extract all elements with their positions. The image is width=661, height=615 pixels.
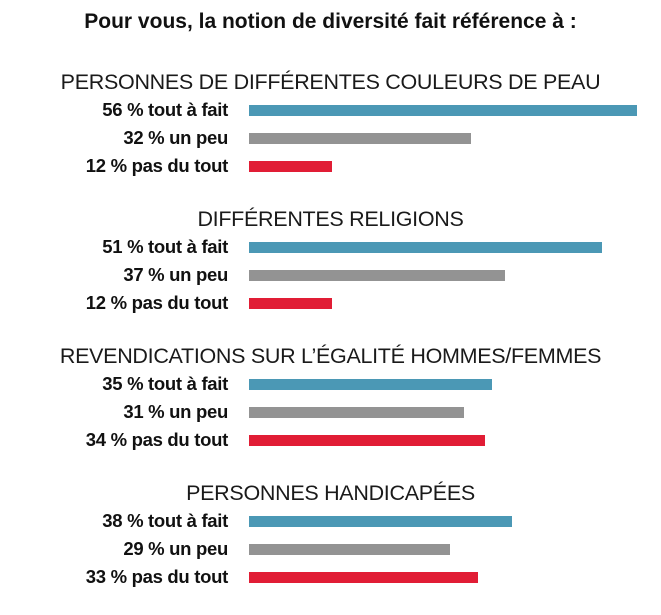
- group-header: PERSONNES DE DIFFÉRENTES COULEURS DE PEA…: [60, 70, 601, 94]
- data-label: 37 % un peu: [123, 264, 228, 285]
- data-label: 32 % un peu: [123, 127, 228, 148]
- bar-pas-du-tout: [249, 435, 485, 446]
- data-label: 12 % pas du tout: [85, 292, 229, 313]
- bar-pas-du-tout: [249, 161, 333, 172]
- data-label: 34 % pas du tout: [85, 429, 229, 450]
- bar-tout-a-fait: [249, 242, 603, 253]
- group-header: PERSONNES HANDICAPÉES: [186, 481, 475, 505]
- data-label: 35 % tout à fait: [102, 373, 228, 394]
- group-header: DIFFÉRENTES RELIGIONS: [197, 207, 464, 231]
- bar-un-peu: [249, 407, 464, 418]
- data-label: 33 % pas du tout: [85, 566, 229, 587]
- bar-pas-du-tout: [249, 572, 478, 583]
- data-label: 29 % un peu: [123, 538, 228, 559]
- bar-un-peu: [249, 544, 450, 555]
- data-label: 12 % pas du tout: [85, 155, 229, 176]
- data-label: 38 % tout à fait: [102, 510, 228, 531]
- chart-title: Pour vous, la notion de diversité fait r…: [84, 10, 577, 33]
- data-label: 56 % tout à fait: [102, 99, 228, 120]
- group-header: REVENDICATIONS SUR L’ÉGALITÉ HOMMES/FEMM…: [59, 344, 602, 368]
- bar-un-peu: [249, 133, 471, 144]
- bar-tout-a-fait: [249, 516, 513, 527]
- data-label: 51 % tout à fait: [102, 236, 228, 257]
- bar-un-peu: [249, 270, 506, 281]
- bar-tout-a-fait: [249, 105, 637, 116]
- data-label: 31 % un peu: [123, 401, 228, 422]
- bar-pas-du-tout: [249, 298, 333, 309]
- bar-tout-a-fait: [249, 379, 492, 390]
